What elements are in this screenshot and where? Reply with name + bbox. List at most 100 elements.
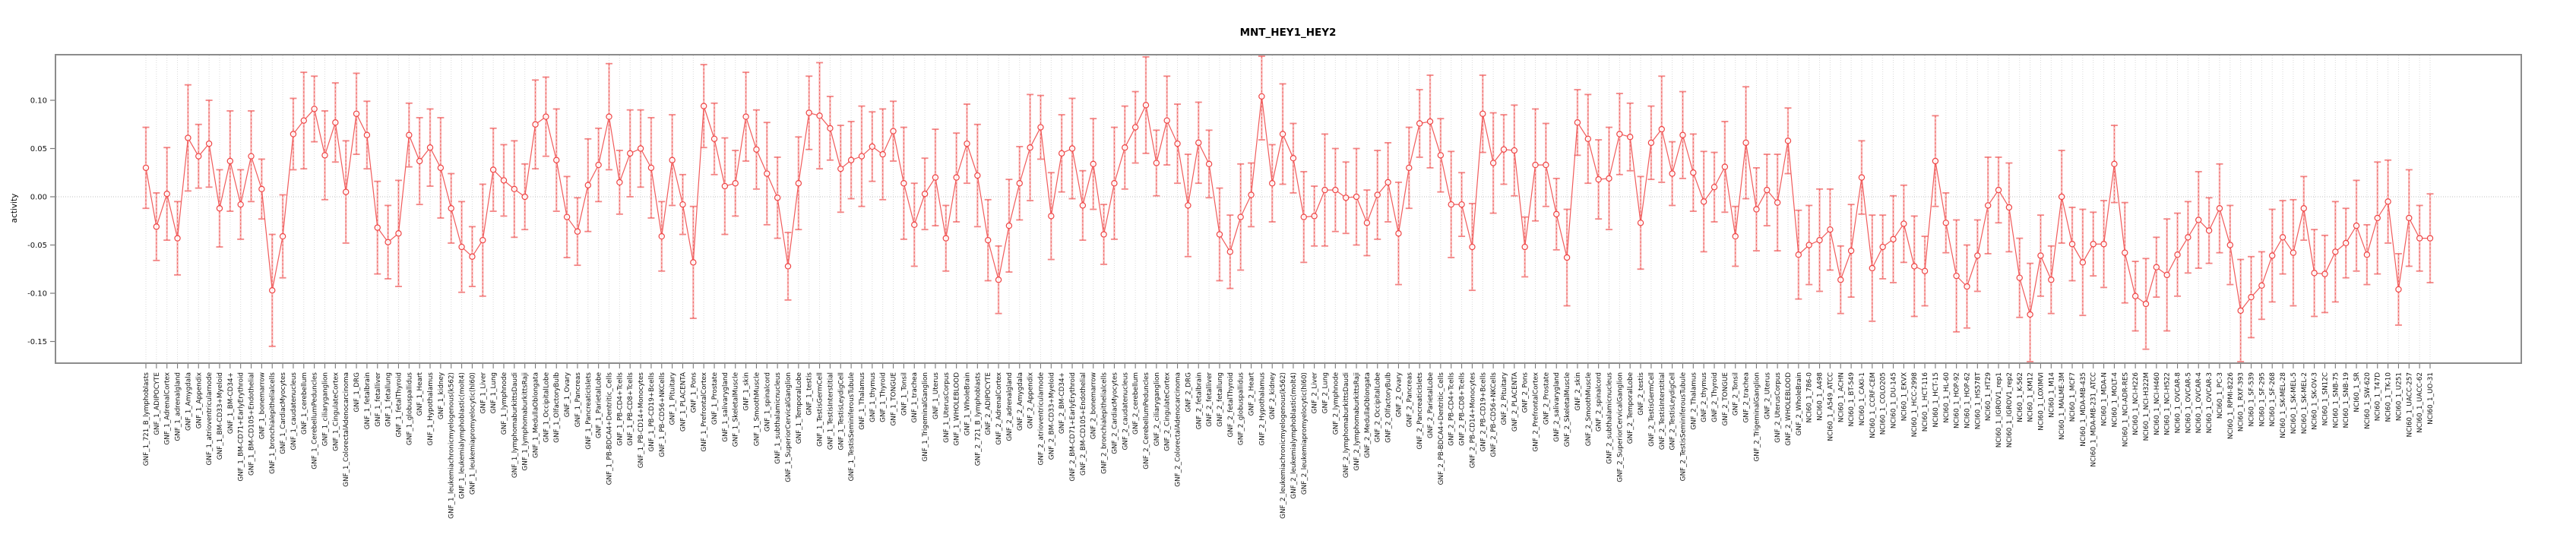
data-point — [500, 177, 508, 184]
x-axis-tick-label: GNF_1_TestisGermCell — [817, 372, 824, 447]
x-axis-tick-label: NCI60_1_MDA-MB-231_ATCC — [2090, 372, 2098, 467]
x-axis-tick-label: GNF_2_BM-CD71+EarlyErythroid — [1069, 372, 1077, 482]
x-axis-tick-label: GNF_1_PB-CD14+Monocytes — [638, 372, 645, 469]
x-axis-tick-label: GNF_2_fetalliver — [1206, 372, 1214, 427]
x-axis-tick-label: GNF_1_PLACENTA — [679, 372, 687, 432]
x-axis-tick-label: GNF_1_lymphnode — [501, 372, 508, 435]
x-axis-tick-label: NCI60_1_LOXIMVI — [2037, 372, 2045, 431]
x-axis-tick-label: GNF_2_Amygdala — [1017, 372, 1024, 431]
x-axis-tick-label: NCI60_1_HCT-15 — [1932, 372, 1940, 428]
data-point — [2090, 241, 2097, 248]
data-point — [764, 170, 771, 177]
x-axis-tick-label: GNF_2_BM-CD105+Endothelial — [1080, 372, 1087, 476]
x-axis-tick-label: GNF_1_leukemialymphoblastic(molt4) — [459, 372, 467, 499]
data-point — [437, 164, 445, 172]
data-point — [1406, 164, 1413, 172]
x-axis-tick-label: GNF_2_lymphomaburkittsRaji — [1353, 372, 1361, 471]
x-axis-tick-label: GNF_1_TestisLeydigCell — [837, 372, 845, 451]
x-axis-tick-label: GNF_2_PB-CD56+NKCells — [1490, 372, 1498, 457]
data-point — [1205, 160, 1213, 168]
data-point — [1395, 230, 1402, 237]
data-point — [1595, 175, 1602, 183]
x-axis-tick-label: GNF_1_TemporalLobe — [796, 372, 803, 444]
x-axis-tick-label: GNF_1_Pons — [690, 372, 698, 413]
data-point — [1479, 110, 1486, 117]
data-point — [932, 174, 939, 181]
y-axis-label: activity — [10, 194, 19, 223]
x-axis-tick-label: GNF_1_fetalbrain — [364, 372, 372, 429]
data-point — [805, 109, 812, 116]
x-axis-tick-label: GNF_2_Appendix — [1027, 372, 1035, 428]
data-point — [363, 131, 371, 138]
data-point — [1332, 186, 1339, 194]
data-point — [1500, 146, 1508, 153]
data-point — [1048, 213, 1055, 220]
data-point — [563, 213, 571, 220]
data-point — [616, 179, 623, 186]
x-axis-tick-label: GNF_1_thymus — [869, 372, 877, 422]
x-axis-tick-label: NCI60_1_ACHN — [1837, 372, 1845, 422]
data-point — [1784, 138, 1792, 144]
data-point — [1079, 202, 1087, 209]
y-axis-tick-label: 0.05 — [30, 145, 47, 153]
y-axis-tick-label: 0.10 — [30, 97, 47, 106]
x-axis-tick-label: GNF_2_SkeletalMuscle — [1564, 372, 1571, 447]
data-point — [353, 110, 360, 117]
x-axis-tick-label: NCI60_1_RPMI-8226 — [2227, 372, 2235, 439]
x-axis-tick-label: GNF_1_leukemiachronicmyelogenous(k562) — [448, 372, 456, 519]
data-point — [279, 232, 286, 240]
data-point — [1816, 236, 1823, 244]
x-axis-tick-label: GNF_1_lymphomaburkittsRaji — [522, 372, 530, 471]
data-point — [2122, 249, 2128, 256]
data-point — [1279, 131, 1286, 138]
data-point — [406, 131, 413, 138]
x-axis-tick-label: GNF_2_BM-CD33+Myeloid — [1048, 372, 1055, 460]
x-axis-tick-label: GNF_1_PB-CD19+Bcells — [648, 372, 656, 452]
x-axis-tick-label: GNF_1_DRG — [353, 372, 361, 413]
x-axis-tick-label: NCI60_1_UACC-257 — [2406, 372, 2413, 437]
data-point — [269, 286, 276, 294]
x-axis-tick-label: GNF_2_WholeBrain — [1796, 372, 1803, 435]
data-point — [1911, 263, 1918, 270]
x-axis-tick-label: NCI60_1_NCI-H226 — [2132, 372, 2140, 435]
x-axis-tick-label: GNF_1_bronchialepithelialcells — [269, 372, 277, 474]
x-axis-tick-label: NCI60_1_HL-60 — [1943, 372, 1951, 423]
x-axis-tick-label: GNF_1_cerebellum — [301, 372, 309, 435]
data-point — [332, 119, 339, 126]
x-axis-tick-label: NCI60_1_SR — [2353, 372, 2361, 413]
x-axis-tick-label: GNF_1_testis — [806, 372, 814, 416]
data-point — [1805, 242, 1812, 248]
data-point — [1090, 160, 1097, 168]
data-point — [784, 263, 792, 270]
x-axis-tick-label: GNF_1_Thalamus — [859, 372, 866, 430]
x-axis-tick-label: GNF_2_lymphomaburkittsDaudi — [1343, 372, 1350, 478]
data-point — [2321, 270, 2328, 277]
data-point — [721, 182, 729, 190]
x-axis-tick-label: NCI60_1_SF-295 — [2258, 372, 2266, 427]
x-axis-tick-label: NCI60_1_HOP-92 — [1954, 372, 1961, 428]
x-axis-tick-label: GNF_2_skin — [1574, 372, 1582, 411]
x-axis-tick-label: NCI60_1_HCT-116 — [1922, 372, 1929, 432]
x-axis-tick-label: NCI60_1_PC-3 — [2217, 372, 2224, 419]
x-axis-tick-label: GNF_2_MedullaOblongata — [1364, 372, 1372, 458]
x-axis-tick-label: GNF_1_SuperiorCervicalGanglion — [785, 372, 793, 482]
x-axis-tick-label: NCI60_1_MCF7 — [2069, 372, 2077, 422]
x-axis-tick-label: GNF_1_PB-CD8+Tcells — [627, 372, 635, 446]
data-point — [942, 235, 949, 242]
data-point — [1858, 174, 1866, 181]
data-point — [1584, 135, 1591, 142]
x-axis-tick-label: NCI60_1_NCI-ADR-RES — [2122, 372, 2129, 447]
x-axis-tick-label: GNF_1_trachea — [911, 372, 919, 423]
data-point — [2290, 249, 2297, 256]
data-point — [1458, 201, 1465, 208]
data-point — [1532, 161, 1539, 169]
x-axis-tick-label: GNF_2_TestisInterstitial — [1659, 372, 1666, 450]
data-point — [1732, 232, 1739, 240]
x-axis-tick-label: GNF_1_Thyroid — [880, 372, 888, 422]
x-axis-tick-label: GNF_2_TemporalLobe — [1627, 372, 1635, 444]
data-point — [964, 140, 970, 147]
x-axis-tick-label: NCI60_1_CAKI-1 — [1859, 372, 1866, 425]
data-point — [1837, 277, 1844, 283]
x-axis-tick-label: GNF_2_bonemarrow — [1090, 372, 1098, 439]
x-axis-tick-label: GNF_1_Amygdala — [185, 372, 192, 431]
